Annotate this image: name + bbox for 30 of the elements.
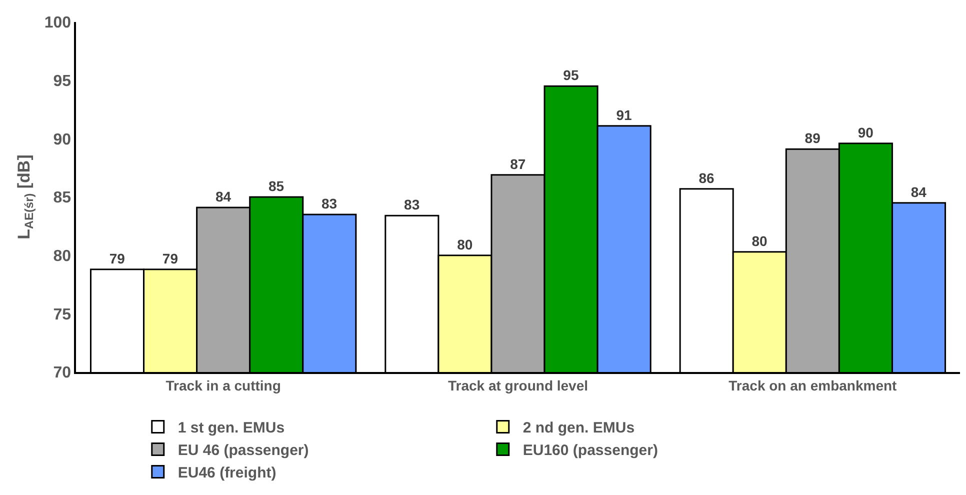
legend-label: EU 46 (passenger)	[178, 442, 309, 460]
data-label: 79	[162, 250, 178, 266]
data-label: 83	[322, 196, 338, 212]
y-tick-label: 100	[44, 14, 72, 32]
data-label: 87	[510, 156, 526, 172]
y-tick-label: 80	[53, 248, 72, 265]
x-tick-label: Track at ground level	[448, 378, 588, 394]
y-tick-label: 90	[53, 131, 72, 148]
data-label: 79	[109, 250, 126, 266]
y-tick-label: 85	[53, 190, 72, 207]
x-tick-label: Track in a cutting	[166, 378, 281, 394]
data-label: 84	[215, 188, 232, 204]
legend-label: EU160 (passenger)	[522, 442, 658, 460]
data-label: 90	[858, 124, 874, 140]
y-tick-label: 95	[53, 72, 72, 90]
data-label: 80	[752, 232, 768, 249]
data-label: 85	[268, 178, 284, 194]
x-tick-label: Track on an embankment	[728, 378, 898, 394]
data-label: 89	[804, 130, 821, 146]
data-label: 83	[404, 196, 420, 213]
y-tick-label: 70	[53, 364, 72, 382]
legend-label: 1 st gen. EMUs	[178, 420, 285, 437]
data-label: 95	[563, 67, 579, 84]
data-label: 91	[616, 106, 632, 123]
legend-label: 2 nd gen. EMUs	[522, 420, 635, 437]
data-label: 80	[457, 236, 473, 252]
data-label: 84	[910, 184, 927, 200]
data-label: 86	[698, 170, 714, 186]
legend-label: EU46 (freight)	[178, 464, 276, 482]
y-tick-label: 75	[53, 306, 72, 324]
